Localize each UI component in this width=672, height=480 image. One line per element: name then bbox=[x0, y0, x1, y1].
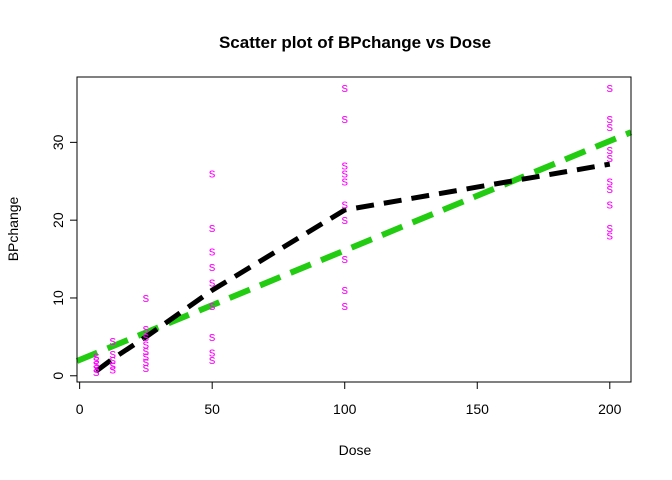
data-point: s bbox=[341, 298, 348, 313]
data-point: s bbox=[607, 228, 614, 243]
fit-line bbox=[75, 129, 633, 364]
data-point: s bbox=[607, 220, 614, 235]
data-point: s bbox=[143, 343, 150, 358]
y-tick-label: 0 bbox=[50, 372, 66, 380]
data-point: s bbox=[341, 197, 348, 212]
mean-line bbox=[94, 161, 611, 374]
data-point: s bbox=[209, 329, 216, 344]
data-point: s bbox=[110, 346, 117, 361]
data-point: s bbox=[93, 364, 100, 379]
x-tick-label: 50 bbox=[204, 401, 220, 417]
data-point: s bbox=[607, 197, 614, 212]
data-point: s bbox=[607, 119, 614, 134]
data-point: s bbox=[209, 165, 216, 180]
data-point: s bbox=[341, 173, 348, 188]
data-point: s bbox=[143, 321, 150, 336]
y-tick-label: 10 bbox=[50, 290, 66, 306]
data-point: s bbox=[341, 251, 348, 266]
x-tick-label: 200 bbox=[598, 401, 622, 417]
data-point: s bbox=[93, 356, 100, 371]
data-point: s bbox=[143, 348, 150, 363]
data-point: s bbox=[209, 352, 216, 367]
axes: 0 50 100 150 200 0 10 20 30 bbox=[50, 134, 622, 417]
data-point: s bbox=[93, 352, 100, 367]
y-axis-label: BPchange bbox=[5, 196, 21, 261]
plot-frame bbox=[76, 76, 632, 383]
data-point: s bbox=[607, 181, 614, 196]
x-tick-label: 150 bbox=[466, 401, 490, 417]
chart-title: Scatter plot of BPchange vs Dose bbox=[219, 33, 491, 52]
data-point: s bbox=[110, 352, 117, 367]
data-point: s bbox=[607, 150, 614, 165]
data-point: s bbox=[110, 362, 117, 377]
y-tick-label: 20 bbox=[50, 212, 66, 228]
data-point: s bbox=[143, 329, 150, 344]
x-tick-label: 0 bbox=[76, 401, 84, 417]
data-point: s bbox=[110, 333, 117, 348]
data-point: s bbox=[209, 220, 216, 235]
data-point: s bbox=[607, 173, 614, 188]
data-point: s bbox=[93, 360, 100, 375]
data-point: s bbox=[341, 80, 348, 95]
data-point: s bbox=[209, 344, 216, 359]
data-point: s bbox=[143, 290, 150, 305]
data-point: s bbox=[341, 165, 348, 180]
x-axis-label: Dose bbox=[339, 442, 372, 458]
data-point: s bbox=[607, 111, 614, 126]
y-tick-label: 30 bbox=[50, 134, 66, 150]
data-point: s bbox=[341, 158, 348, 173]
data-point: s bbox=[143, 337, 150, 352]
data-point: s bbox=[341, 212, 348, 227]
data-point: s bbox=[607, 80, 614, 95]
data-point: s bbox=[110, 358, 117, 373]
data-point: s bbox=[341, 282, 348, 297]
data-point: s bbox=[209, 259, 216, 274]
data-point: s bbox=[93, 348, 100, 363]
plot-area: ssssssssssssssssssssssssssssssssssssssss… bbox=[75, 80, 633, 379]
data-point: s bbox=[341, 111, 348, 126]
data-point: s bbox=[209, 298, 216, 313]
data-point: s bbox=[209, 274, 216, 289]
data-point: s bbox=[143, 354, 150, 369]
data-point: s bbox=[607, 142, 614, 157]
x-tick-label: 100 bbox=[333, 401, 357, 417]
data-point: s bbox=[143, 360, 150, 375]
data-point: s bbox=[209, 243, 216, 258]
